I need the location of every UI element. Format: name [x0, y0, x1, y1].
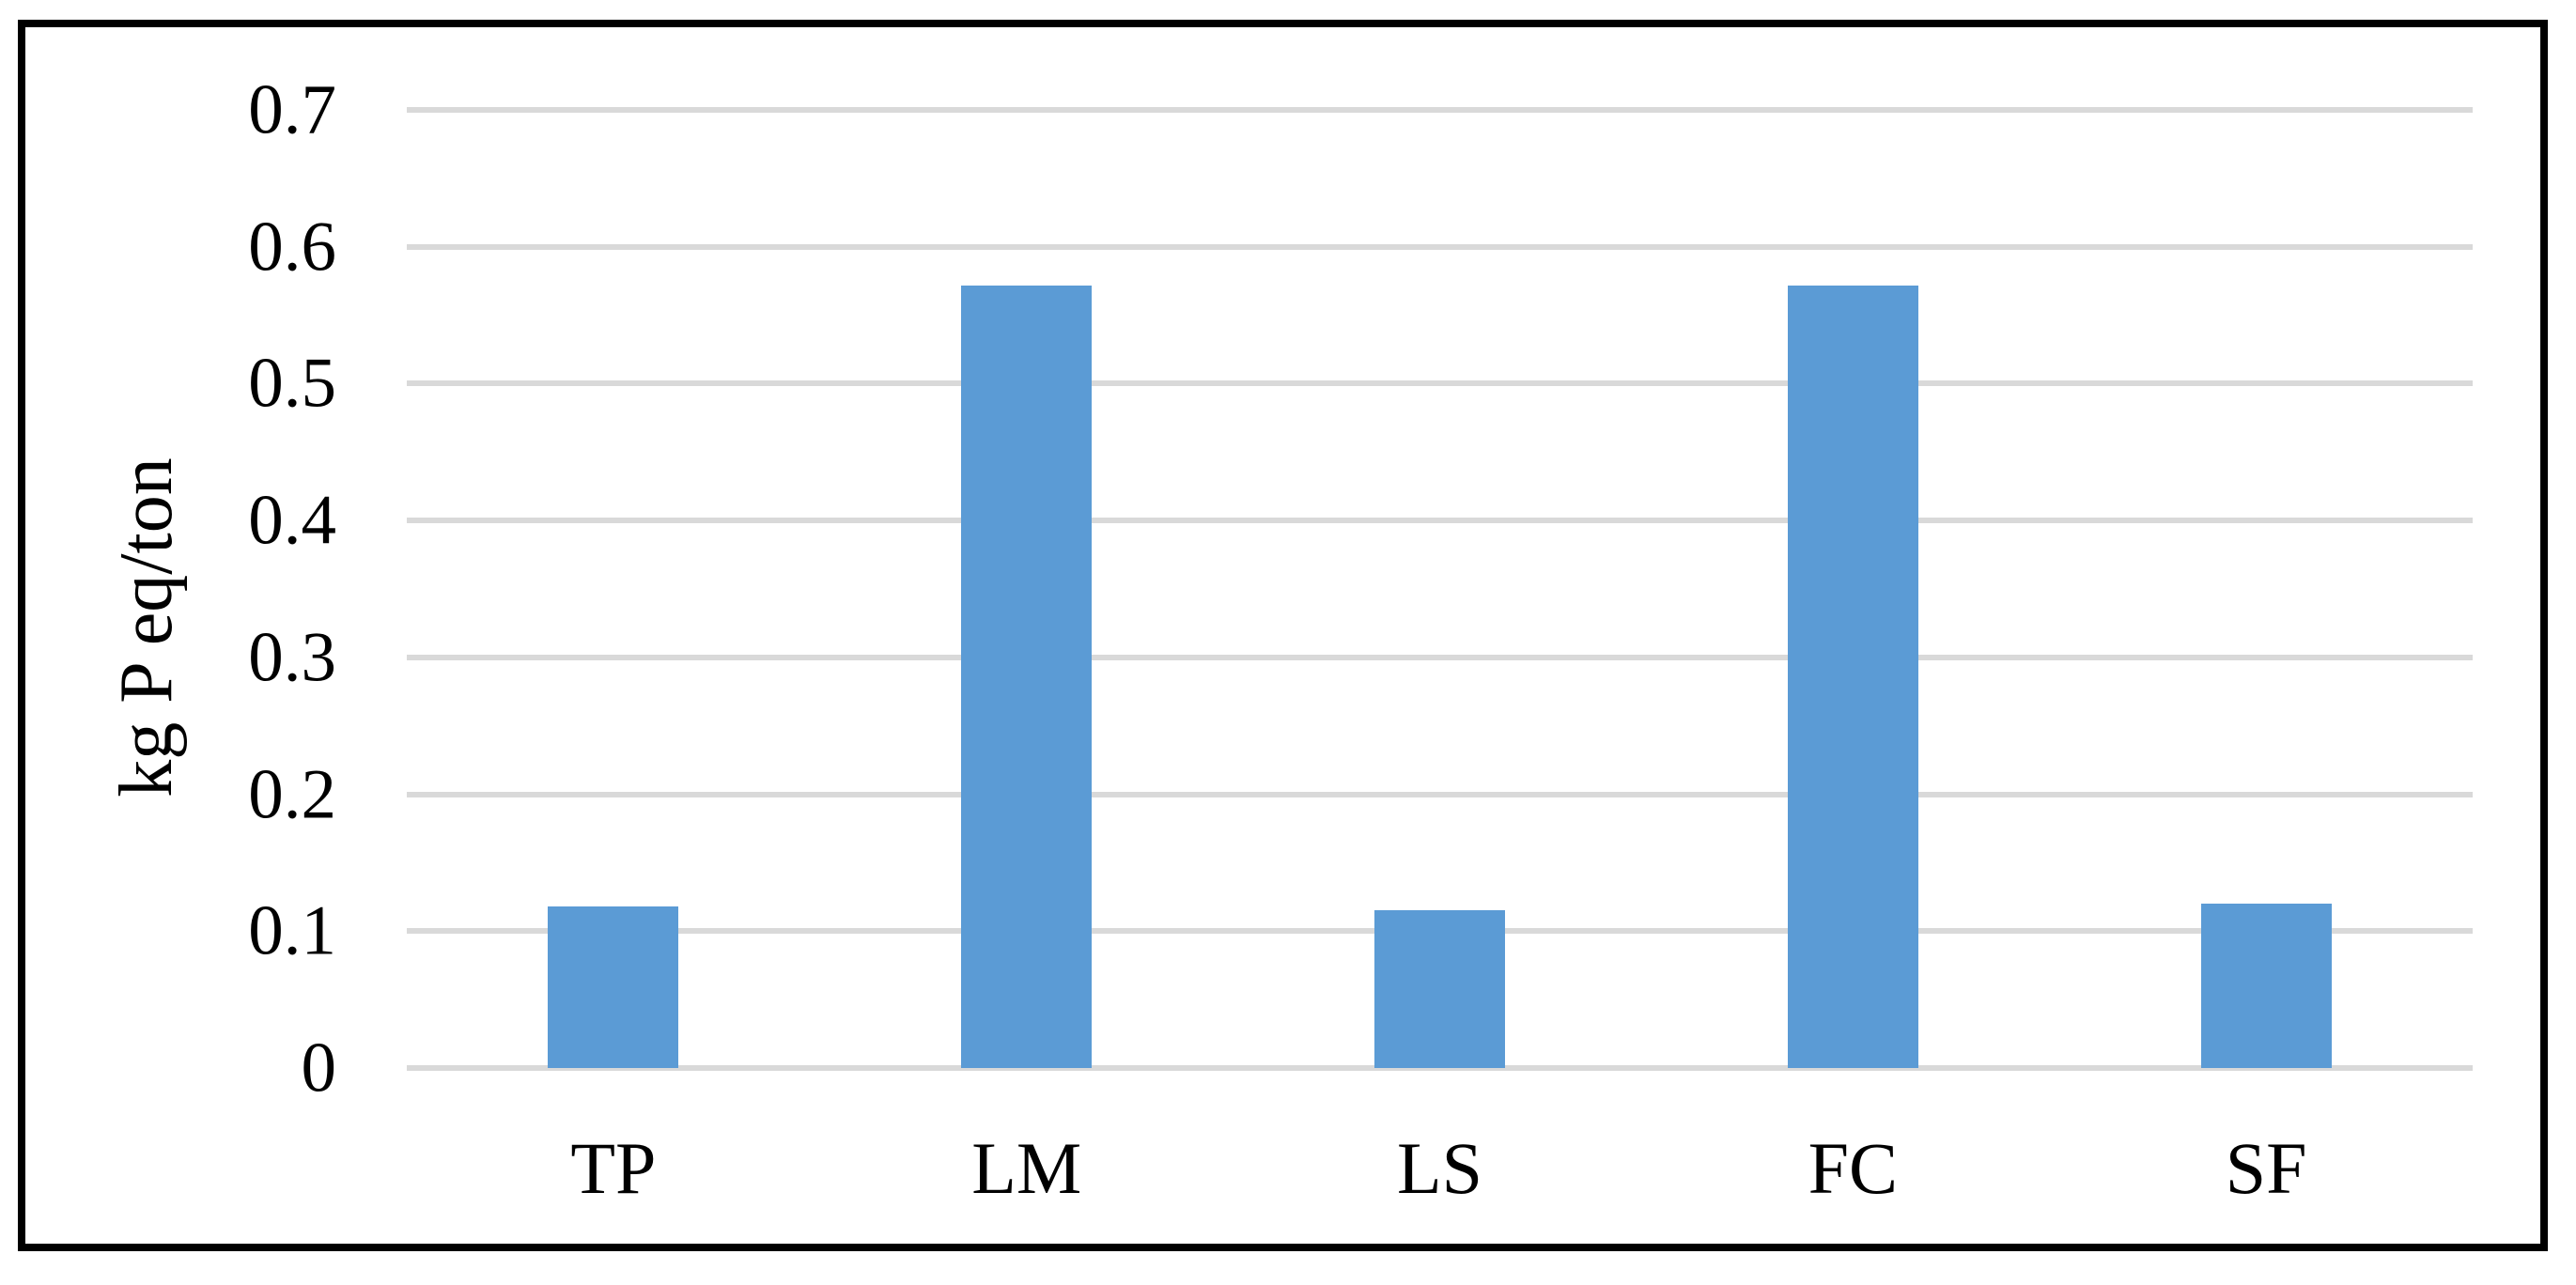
- gridline: [407, 791, 2473, 797]
- y-tick-label: 0.6: [248, 208, 336, 286]
- y-tick-label: 0.5: [248, 344, 336, 423]
- y-tick-label: 0.7: [248, 70, 336, 149]
- gridline: [407, 654, 2473, 660]
- plot-area: [407, 107, 2473, 1071]
- gridline: [407, 1065, 2473, 1071]
- gridline: [407, 518, 2473, 524]
- gridline: [407, 380, 2473, 387]
- x-category-label-tp: TP: [570, 1127, 657, 1209]
- bar-tp: [548, 906, 679, 1068]
- gridline: [407, 243, 2473, 250]
- x-category-label-fc: FC: [1808, 1127, 1898, 1209]
- y-tick-label: 0.2: [248, 755, 336, 834]
- bar-sf: [2200, 904, 2332, 1068]
- chart-border: [18, 20, 2548, 1251]
- bar-ls: [1374, 910, 1505, 1068]
- y-tick-label: 0: [301, 1029, 337, 1107]
- gridline: [407, 107, 2473, 113]
- x-category-label-lm: LM: [971, 1127, 1082, 1209]
- x-category-label-ls: LS: [1396, 1127, 1483, 1209]
- x-category-label-sf: SF: [2225, 1127, 2307, 1209]
- bar-fc: [1787, 285, 1918, 1068]
- y-tick-label: 0.3: [248, 618, 336, 697]
- y-tick-label: 0.1: [248, 891, 336, 970]
- bar-lm: [961, 285, 1093, 1068]
- y-tick-label: 0.4: [248, 481, 336, 560]
